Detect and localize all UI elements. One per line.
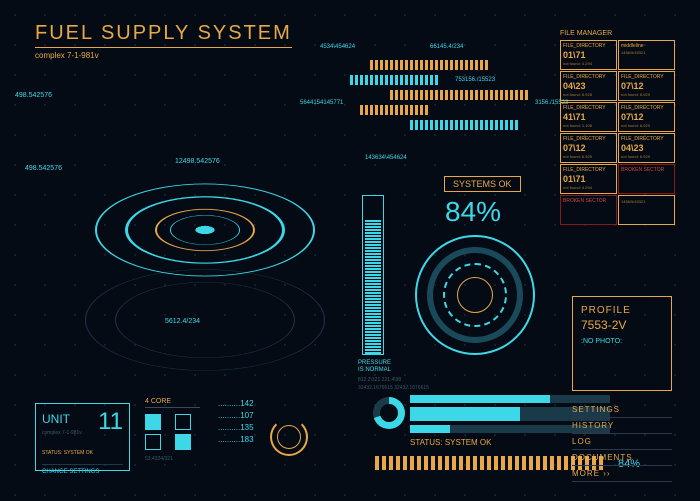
pressure-label: PRESSURE IS NORMAL [358, 360, 391, 374]
callout-3: 12498.542576 [175, 158, 220, 165]
unit-label: UNIT [42, 412, 70, 426]
page-title: FUEL SUPPLY SYSTEM [35, 22, 292, 48]
pressure-readout-2: 32432.1676615 32432.1676615 [358, 385, 429, 391]
file-cell[interactable]: FILE_DIRECTORY01\71not found: 4.294 [560, 40, 617, 70]
menu-item-log[interactable]: LOG [572, 434, 672, 450]
donut-gauge [373, 397, 405, 429]
callout-1: 498.542576 [15, 92, 52, 99]
page-subtitle: complex 7-1-981v [35, 51, 292, 60]
main-header: FUEL SUPPLY SYSTEM complex 7-1-981v [35, 22, 292, 60]
file-cell[interactable]: FILE_DIRECTORY04\23not found: 6.928 [560, 71, 617, 101]
menu-item-more[interactable]: MORE ›› [572, 466, 672, 482]
file-cell[interactable]: middleline1456/5/45321 [618, 40, 675, 70]
file-cell[interactable]: FILE_DIRECTORY41\71not found: 1.108 [560, 102, 617, 132]
core-cell [145, 434, 161, 450]
callout-2: 498.542576 [25, 165, 62, 172]
profile-panel: PROFILE 7553-2V :NO PHOTO: [572, 296, 672, 391]
barcode-cluster: 4534\454624 66145.4/234 753156./15523 56… [310, 50, 570, 145]
unit-number: 11 [98, 408, 123, 436]
profile-id: 7553-2V [581, 318, 663, 332]
mini-ring-inner-icon [277, 425, 301, 449]
profile-title: PROFILE [581, 305, 663, 316]
core-cell [145, 414, 161, 430]
profile-nophoto: :NO PHOTO: [581, 338, 663, 345]
file-cell[interactable]: FILE_DIRECTORY01\71not found: 4.294 [560, 164, 617, 194]
menu-item-documents[interactable]: DOCUMENTS [572, 450, 672, 466]
four-core-sub: 53.4324/321 [145, 456, 200, 462]
file-cell[interactable]: BROKEN SECTOR [560, 195, 617, 225]
four-core-panel: 4 CORE 53.4324/321 [145, 398, 200, 462]
menu-item-settings[interactable]: SETTINGS [572, 402, 672, 418]
file-cell[interactable]: 1456/5/45321 [618, 195, 675, 225]
pressure-readout-1: 812.2\321 221.4\98 [358, 377, 401, 383]
file-manager-title: FILE MANAGER [560, 30, 675, 37]
core-cell [175, 434, 191, 450]
systems-ok-badge: SYSTEMS OK [444, 176, 521, 192]
stripe-indicator [375, 456, 605, 470]
file-manager: FILE MANAGER FILE_DIRECTORY01\71not foun… [560, 30, 675, 225]
core-cell [175, 414, 191, 430]
main-percent: 84% [445, 196, 501, 228]
side-menu: SETTINGSHISTORYLOGDOCUMENTSMORE ›› [572, 402, 672, 482]
unit-status: STATUS: SYSTEM OK [42, 450, 123, 456]
file-cell[interactable]: FILE_DIRECTORY07\12not found: 6.929 [618, 102, 675, 132]
unit-change-settings[interactable]: CHANGE SETTINGS [42, 464, 123, 475]
file-cell[interactable]: FILE_DIRECTORY07\12not found: 6.929 [560, 133, 617, 163]
number-list: ..........142..........107..........135.… [218, 398, 254, 446]
file-cell[interactable]: FILE_DIRECTORY07\12not found: 6.929 [618, 71, 675, 101]
pressure-gauge [362, 195, 384, 355]
callout-4: 5612.4/234 [165, 318, 200, 325]
menu-item-history[interactable]: HISTORY [572, 418, 672, 434]
unit-panel: UNIT 11 complex 7-1-981v STATUS: SYSTEM … [35, 403, 130, 471]
file-cell[interactable]: BROKEN SECTOR [618, 164, 675, 194]
status-text: STATUS: SYSTEM OK [410, 438, 492, 447]
radial-gauge [415, 235, 535, 355]
file-cell[interactable]: FILE_DIRECTORY04\23not found: 6.929 [618, 133, 675, 163]
readout-label: 143634\454624 [365, 155, 407, 161]
four-core-title: 4 CORE [145, 398, 200, 408]
